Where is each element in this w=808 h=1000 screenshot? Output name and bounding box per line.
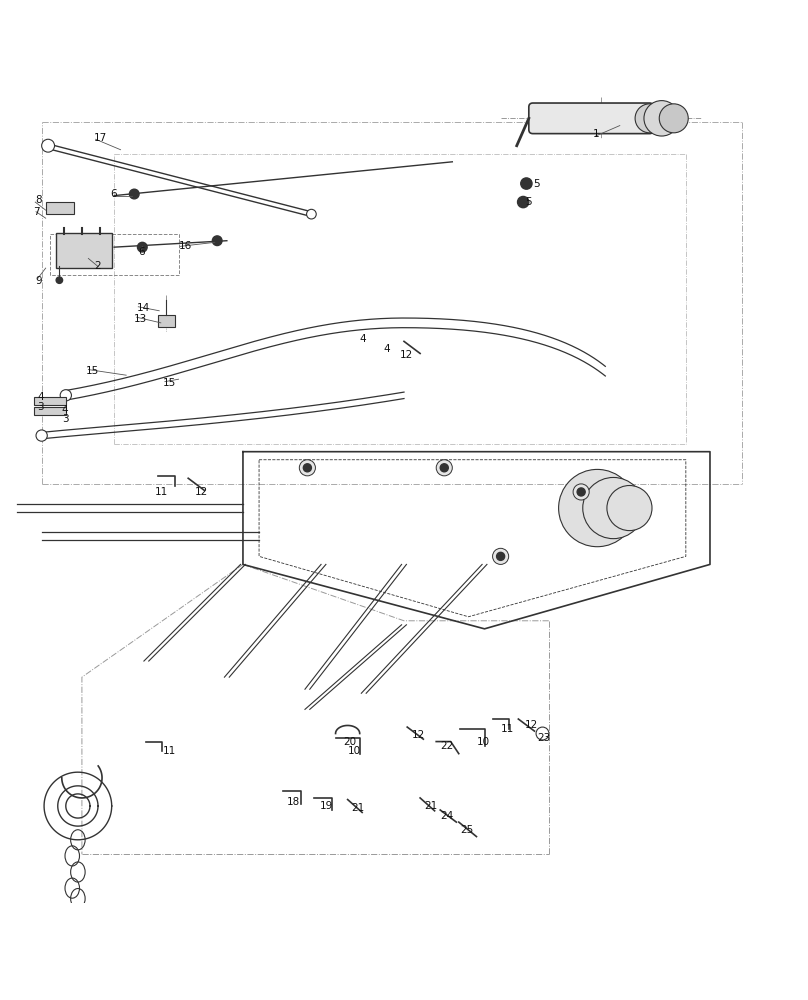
Bar xyxy=(34,397,65,405)
Text: 5: 5 xyxy=(532,179,540,189)
Text: 1: 1 xyxy=(593,129,600,139)
Bar xyxy=(158,315,175,327)
Text: 6: 6 xyxy=(110,189,116,199)
Circle shape xyxy=(497,552,505,560)
Text: 11: 11 xyxy=(162,746,175,756)
Text: 14: 14 xyxy=(137,303,150,313)
Circle shape xyxy=(521,178,532,189)
Text: 10: 10 xyxy=(477,737,490,747)
Text: 22: 22 xyxy=(440,741,453,751)
Text: 17: 17 xyxy=(94,133,107,143)
Bar xyxy=(34,407,65,415)
FancyBboxPatch shape xyxy=(528,103,654,134)
Circle shape xyxy=(436,460,452,476)
Circle shape xyxy=(644,101,680,136)
Text: 4: 4 xyxy=(38,392,44,402)
Circle shape xyxy=(213,236,222,246)
Text: 13: 13 xyxy=(134,314,148,324)
Text: 11: 11 xyxy=(501,724,514,734)
Circle shape xyxy=(493,548,509,564)
FancyBboxPatch shape xyxy=(56,233,112,268)
Text: 10: 10 xyxy=(347,746,360,756)
Text: 12: 12 xyxy=(400,350,413,360)
Circle shape xyxy=(558,469,636,547)
Text: 20: 20 xyxy=(343,737,357,747)
Text: 4: 4 xyxy=(61,405,69,415)
Circle shape xyxy=(577,488,585,496)
Text: 6: 6 xyxy=(138,247,145,257)
Circle shape xyxy=(440,464,448,472)
Text: 16: 16 xyxy=(179,241,191,251)
Text: 15: 15 xyxy=(162,378,175,388)
Text: 23: 23 xyxy=(537,733,550,743)
Text: 3: 3 xyxy=(61,414,69,424)
Text: 3: 3 xyxy=(38,402,44,412)
Text: 21: 21 xyxy=(424,801,437,811)
Text: 9: 9 xyxy=(36,276,42,286)
Circle shape xyxy=(573,484,589,500)
Text: 2: 2 xyxy=(94,261,101,271)
Circle shape xyxy=(583,477,644,539)
Circle shape xyxy=(659,104,688,133)
Text: 12: 12 xyxy=(412,730,425,740)
Text: 25: 25 xyxy=(461,825,473,835)
Text: 11: 11 xyxy=(154,487,167,497)
Circle shape xyxy=(137,242,147,252)
Text: 12: 12 xyxy=(195,487,208,497)
Circle shape xyxy=(303,464,311,472)
Text: 8: 8 xyxy=(36,195,42,205)
Circle shape xyxy=(36,430,48,441)
Text: 24: 24 xyxy=(440,811,453,821)
Circle shape xyxy=(306,209,316,219)
Text: 18: 18 xyxy=(287,797,301,807)
Text: 4: 4 xyxy=(384,344,390,354)
Circle shape xyxy=(518,196,528,208)
Circle shape xyxy=(299,460,315,476)
Circle shape xyxy=(60,390,71,401)
Text: 4: 4 xyxy=(360,334,366,344)
Text: 19: 19 xyxy=(319,801,333,811)
Circle shape xyxy=(42,139,54,152)
Circle shape xyxy=(129,189,139,199)
Text: 5: 5 xyxy=(524,197,532,207)
Circle shape xyxy=(56,277,62,283)
Text: 21: 21 xyxy=(351,803,365,813)
Circle shape xyxy=(635,104,664,133)
Text: 15: 15 xyxy=(86,366,99,376)
Text: 12: 12 xyxy=(524,720,538,730)
Circle shape xyxy=(607,486,652,531)
Text: 7: 7 xyxy=(34,207,40,217)
Polygon shape xyxy=(46,202,74,214)
